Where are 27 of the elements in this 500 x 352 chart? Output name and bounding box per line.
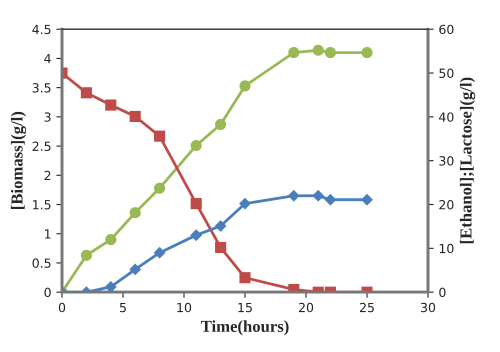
y-tick-label: 1.5 bbox=[33, 200, 50, 210]
y-tick-label: 3 bbox=[44, 112, 51, 122]
y-tick-label: 0 bbox=[44, 288, 51, 298]
y-tick-label: 1 bbox=[45, 229, 50, 238]
y-tick-label: 3.5 bbox=[32, 83, 50, 93]
y-tick-label: 2 bbox=[44, 170, 50, 180]
y-tick-label: 4.5 bbox=[32, 24, 50, 34]
y-tick-label: 0.5 bbox=[32, 258, 50, 268]
y-tick-label: 4 bbox=[44, 54, 51, 64]
x-tick-label: 20 bbox=[298, 302, 314, 312]
x-axis-title: Time(hours) bbox=[200, 320, 289, 336]
y-tick-label: 2.5 bbox=[32, 142, 50, 152]
x-tick-label: 30 bbox=[421, 302, 436, 312]
y2-tick-label: 10 bbox=[440, 244, 454, 254]
x-tick-label: 25 bbox=[360, 302, 374, 312]
y2-tick-label: 60 bbox=[439, 24, 454, 34]
x-tick-label: 10 bbox=[177, 302, 192, 312]
y2-tick-label: 40 bbox=[439, 112, 454, 122]
y2-tick-label: 30 bbox=[439, 156, 454, 166]
y2-tick-label: 50 bbox=[439, 68, 454, 78]
y2-tick-label: 0 bbox=[439, 288, 446, 298]
x-tick-label: 15 bbox=[238, 302, 252, 312]
y2-axis-title: [Ethanol];[Lactose](g/l) bbox=[460, 78, 476, 244]
x-tick-label: 0 bbox=[58, 302, 66, 312]
x-tick-label: 5 bbox=[120, 302, 126, 312]
y-axis-title: [Biomass](g/l) bbox=[10, 112, 26, 209]
y2-tick-label: 20 bbox=[439, 200, 454, 210]
